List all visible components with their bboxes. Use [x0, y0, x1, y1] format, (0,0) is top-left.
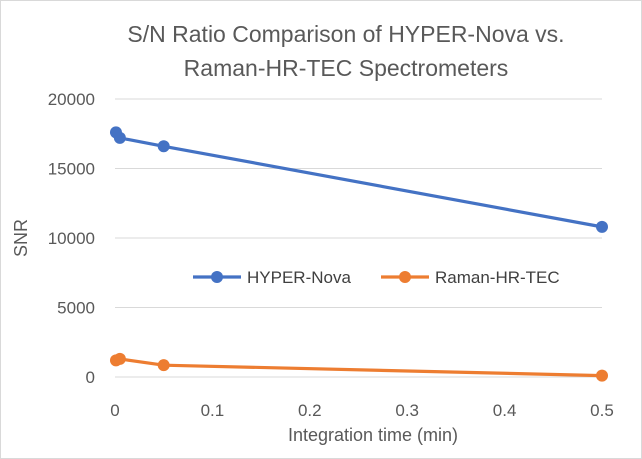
y-tick-label-20000: 20000: [48, 90, 95, 109]
series-line-0: [114, 131, 603, 229]
data-point-1-3: [596, 369, 608, 382]
legend-label-1: Raman-HR-TEC: [435, 268, 560, 287]
gridlines: [115, 98, 602, 308]
y-tick-label-0: 0: [86, 368, 95, 387]
x-axis-title: Integration time (min): [288, 425, 458, 445]
legend-marker-0: [211, 271, 223, 283]
data-point-1-2: [157, 359, 170, 372]
x-axis-tick-labels: 0 0.1 0.2 0.3 0.4 0.5: [110, 401, 614, 420]
legend-item-1: Raman-HR-TEC: [381, 268, 560, 287]
y-axis-title: SNR: [11, 219, 31, 257]
legend-item-0: HYPER-Nova: [193, 268, 351, 287]
data-point-0-2: [157, 140, 170, 153]
y-tick-label-15000: 15000: [48, 160, 95, 179]
x-tick-label-0: 0: [110, 401, 119, 420]
data-point-0-3: [596, 220, 608, 233]
series-line-1: [115, 357, 603, 378]
x-tick-label-5: 0.5: [590, 401, 614, 420]
legend-marker-1: [399, 271, 411, 283]
data-point-0-1: [113, 131, 126, 144]
y-tick-label-10000: 10000: [48, 229, 95, 248]
x-tick-label-1: 0.1: [201, 401, 225, 420]
chart-title-line-2: Raman-HR-TEC Spectrometers: [184, 55, 509, 81]
series-0: [109, 126, 608, 233]
chart-title-line-1: S/N Ratio Comparison of HYPER-Nova vs.: [127, 21, 564, 47]
series-1: [109, 352, 608, 382]
y-tick-label-5000: 5000: [57, 299, 95, 318]
y-axis-tick-labels: 0 5000 10000 15000 20000: [48, 90, 95, 387]
legend-label-0: HYPER-Nova: [247, 268, 351, 287]
x-tick-label-3: 0.3: [395, 401, 419, 420]
data-point-1-1: [113, 352, 126, 365]
x-tick-label-4: 0.4: [493, 401, 517, 420]
data-series: [109, 126, 608, 382]
legend: HYPER-Nova Raman-HR-TEC: [193, 268, 560, 287]
x-tick-label-2: 0.2: [298, 401, 322, 420]
